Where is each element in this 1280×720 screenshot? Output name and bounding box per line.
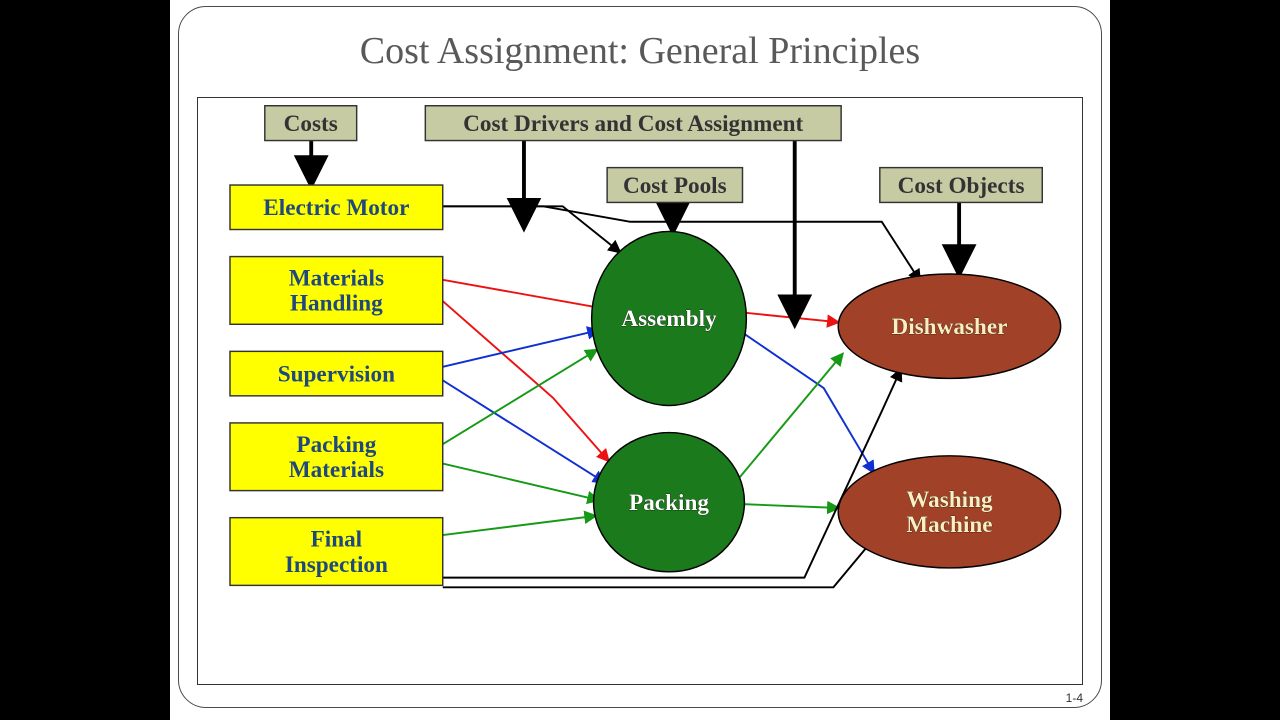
flow-2 bbox=[443, 301, 609, 462]
slide-frame: Cost Assignment: General Principles 1-4 … bbox=[178, 6, 1102, 708]
header-costs-label: Costs bbox=[284, 111, 338, 137]
flow-11 bbox=[743, 504, 840, 508]
cost-packing-label: Packing bbox=[296, 432, 376, 458]
object-dishwasher-label: Dishwasher bbox=[891, 314, 1007, 340]
flow-10 bbox=[737, 353, 843, 481]
flow-9 bbox=[744, 334, 874, 473]
flow-0 bbox=[443, 206, 621, 252]
flow-1 bbox=[443, 280, 605, 309]
cost-final-label: Final bbox=[311, 527, 363, 553]
object-washing-label: Washing bbox=[906, 487, 993, 513]
diagram-area: Costs Cost Drivers and Cost Assignment Cos… bbox=[197, 97, 1083, 685]
cost-materials-label: Materials bbox=[289, 266, 384, 292]
cost-final-label: Inspection bbox=[285, 552, 388, 578]
header-objects-label: Cost Objects bbox=[898, 173, 1025, 199]
slide-stage: Cost Assignment: General Principles 1-4 … bbox=[170, 0, 1110, 720]
pool-packing_pool-label: Packing bbox=[629, 490, 709, 516]
diagram-svg: Costs Cost Drivers and Cost Assignment Cos… bbox=[198, 98, 1082, 684]
slide-number: 1-4 bbox=[1066, 691, 1083, 705]
cost-electric-label: Electric Motor bbox=[263, 195, 409, 221]
flow-6 bbox=[443, 464, 600, 501]
object-washing-label: Machine bbox=[906, 512, 992, 538]
pool-assembly-label: Assembly bbox=[621, 306, 717, 332]
flow-3 bbox=[443, 330, 600, 367]
cost-supervision-label: Supervision bbox=[278, 361, 395, 387]
flow-8 bbox=[744, 313, 839, 323]
cost-packing-label: Materials bbox=[289, 457, 384, 483]
flow-7 bbox=[443, 516, 597, 535]
header-pools-label: Cost Pools bbox=[623, 173, 727, 199]
header-drivers-label: Cost Drivers and Cost Assignment bbox=[463, 111, 803, 137]
flow-4 bbox=[443, 380, 605, 483]
slide-title: Cost Assignment: General Principles bbox=[179, 29, 1101, 73]
cost-materials-label: Handling bbox=[290, 291, 383, 317]
